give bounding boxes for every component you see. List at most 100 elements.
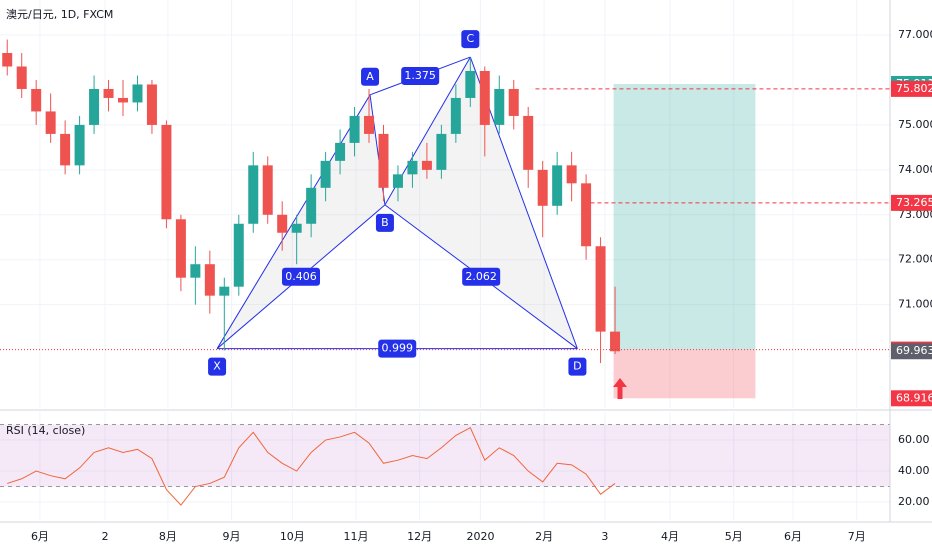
x-tick-label: 4月 (661, 530, 679, 543)
price-label-box (891, 80, 932, 97)
point-box (208, 357, 227, 376)
point-label: D (573, 360, 581, 373)
candle-body (436, 133, 447, 170)
y-tick-label: 20.00 (898, 495, 930, 508)
x-tick-label: 8月 (159, 530, 177, 543)
point-box (461, 30, 480, 49)
price-label: 73.265 (896, 196, 932, 209)
candle-body (233, 223, 244, 287)
price-label: 68.916 (896, 391, 932, 404)
candle-body (479, 70, 490, 125)
y-tick-label: 60.00 (898, 433, 930, 446)
point-label: B (381, 216, 389, 229)
pattern-fill (384, 57, 578, 349)
price-label-box (891, 390, 932, 407)
candle-body (349, 115, 360, 143)
candle-body (190, 264, 201, 278)
x-tick-label: 5月 (725, 530, 743, 543)
ratio-label: 0.406 (285, 270, 317, 283)
candle-body (132, 84, 143, 103)
point-label: C (466, 32, 474, 45)
price-label: 75.802 (896, 82, 932, 95)
chart-title: 澳元/日元, 1D, FXCM (6, 8, 113, 21)
y-tick-label: 75.000 (898, 118, 932, 131)
candle-body (320, 160, 331, 188)
price-label-box (891, 343, 932, 360)
candle-body (89, 88, 100, 125)
candle-body (392, 174, 403, 188)
candle-body (277, 214, 288, 233)
pattern-line (216, 94, 371, 349)
rsi-title: RSI (14, close) (6, 424, 85, 437)
rsi-band (0, 424, 890, 487)
candle-body (2, 53, 13, 67)
candle-body (566, 165, 577, 184)
signal-arrow (613, 378, 627, 399)
point-label: X (213, 360, 221, 373)
candle-body (103, 88, 114, 98)
target-zone (613, 83, 756, 350)
x-tick-label: 2020 (466, 530, 494, 543)
candle-body (421, 160, 432, 170)
candle-body (494, 88, 505, 125)
y-tick-label: 74.000 (898, 163, 932, 176)
candle-body (508, 88, 519, 116)
x-tick-label: 7月 (848, 530, 866, 543)
candle-body (581, 183, 592, 247)
point-box (568, 357, 587, 376)
candle-body (175, 219, 186, 278)
ratio-label: 2.062 (465, 270, 497, 283)
candle-body (161, 124, 172, 220)
x-tick-label: 2月 (535, 530, 553, 543)
price-label: 69.963 (896, 344, 932, 357)
candle-body (118, 97, 129, 103)
candle-body (537, 169, 548, 206)
rsi-line (7, 426, 616, 506)
candle-body (31, 88, 42, 112)
ratio-box (462, 267, 501, 286)
candle-body (74, 124, 85, 166)
candle-body (610, 331, 621, 352)
candle-body (450, 97, 461, 134)
ratio-label: 1.375 (404, 69, 436, 82)
x-tick-label: 11月 (344, 530, 369, 543)
price-label-box (891, 194, 932, 211)
y-tick-label: 77.000 (898, 28, 932, 41)
x-tick-label: 6月 (784, 530, 802, 543)
point-box (361, 67, 380, 86)
ratio-box (378, 339, 417, 358)
candle-body (407, 160, 418, 175)
candle-body (262, 165, 273, 215)
candle-body (204, 264, 215, 296)
candle-body (291, 223, 302, 233)
candle-body (364, 115, 375, 134)
ratio-box (401, 66, 440, 85)
candle-body (523, 115, 534, 170)
ratio-box (282, 267, 321, 286)
stop-zone (613, 349, 756, 399)
y-tick-label: 73.000 (898, 208, 932, 221)
point-box (375, 213, 394, 232)
ratio-label: 0.999 (381, 342, 413, 355)
candle-body (248, 165, 259, 224)
candle-body (219, 286, 230, 296)
x-tick-label: 2 (102, 530, 109, 543)
candle-body (60, 133, 71, 166)
y-tick-label: 40.00 (898, 464, 930, 477)
x-tick-label: 9月 (223, 530, 241, 543)
x-tick-label: 12月 (407, 530, 432, 543)
x-tick-label: 10月 (280, 530, 305, 543)
candle-body (16, 66, 27, 89)
candle-body (378, 133, 389, 188)
candle-body (335, 142, 346, 161)
y-tick-label: 72.000 (898, 253, 932, 266)
candle-body (595, 246, 606, 332)
candle-body (552, 165, 563, 206)
candle-body (306, 187, 317, 224)
point-label: A (366, 70, 374, 83)
y-tick-label: 71.000 (898, 298, 932, 311)
x-tick-label: 6月 (31, 530, 49, 543)
candle-body (45, 111, 56, 134)
candle-body (146, 84, 157, 125)
